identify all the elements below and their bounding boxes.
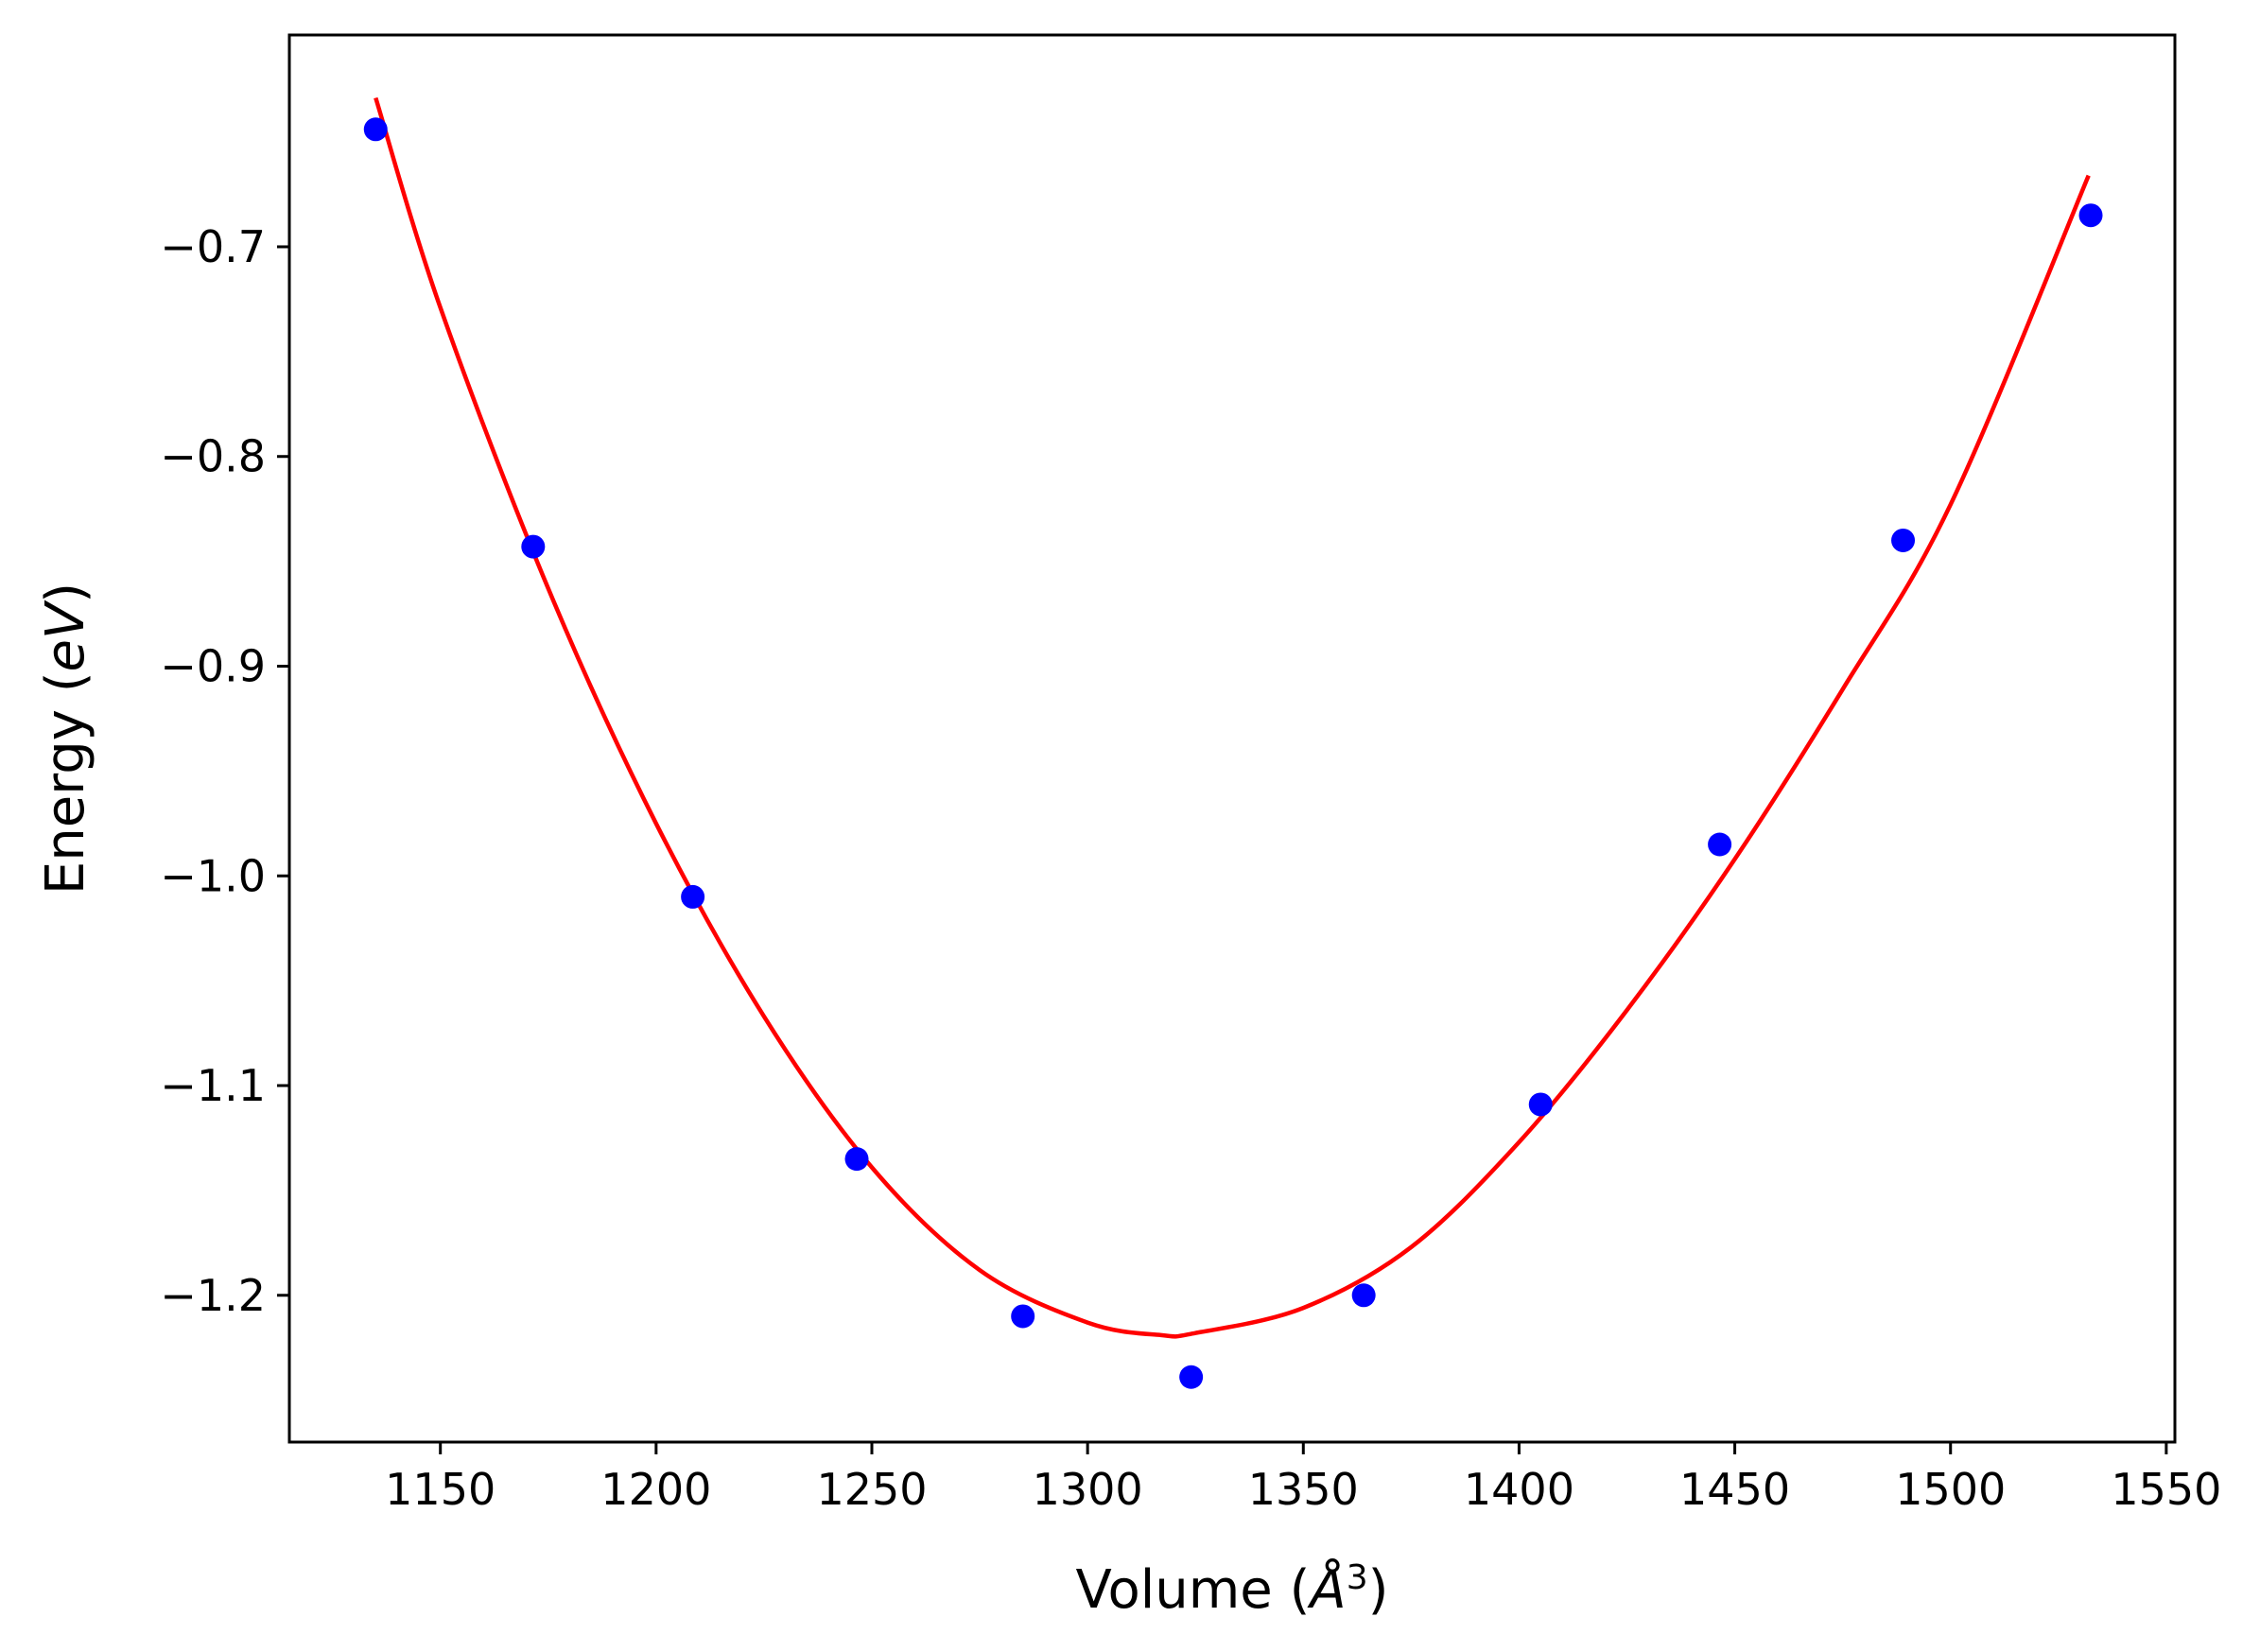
y-tick-label: −0.7 [160, 221, 266, 272]
y-tick-label: −1.1 [160, 1060, 266, 1111]
x-tick-label: 1250 [816, 1464, 927, 1515]
data-point [681, 884, 705, 909]
data-point [1351, 1283, 1376, 1308]
x-tick-label: 1350 [1248, 1464, 1359, 1515]
x-tick-label: 1200 [600, 1464, 711, 1515]
data-point [844, 1147, 869, 1172]
data-point [1708, 832, 1732, 857]
plot-frame [287, 33, 2177, 1444]
x-tick-label: 1400 [1464, 1464, 1574, 1515]
y-tick-label: −0.8 [160, 431, 266, 482]
x-axis-label: Volume (Å3) [1075, 1558, 1388, 1621]
plot-marks [363, 96, 2103, 1389]
x-tick-label: 1550 [2111, 1464, 2221, 1515]
y-axis-label: Energy (eV) [35, 583, 96, 895]
data-point [1528, 1092, 1553, 1117]
y-axis-ticks: −0.7 −0.8 −0.9 −1.0 −1.1 −1.2 [160, 221, 289, 1321]
x-tick-label: 1300 [1033, 1464, 1143, 1515]
x-tick-label: 1500 [1895, 1464, 2006, 1515]
data-point [1179, 1365, 1204, 1389]
data-point [1891, 528, 1916, 552]
y-tick-label: −1.2 [160, 1270, 266, 1321]
data-point [1011, 1304, 1035, 1329]
x-tick-label: 1450 [1679, 1464, 1790, 1515]
x-axis-ticks: 1150 1200 1250 1300 1350 1400 1450 1500 1550 [385, 1442, 2221, 1515]
y-tick-label: −0.9 [160, 640, 266, 691]
y-tick-label: −1.0 [160, 850, 266, 901]
data-point [2078, 203, 2103, 228]
fit-curve-line [374, 96, 2091, 1339]
data-point [521, 534, 546, 559]
x-tick-label: 1150 [385, 1464, 495, 1515]
data-point [363, 117, 388, 142]
